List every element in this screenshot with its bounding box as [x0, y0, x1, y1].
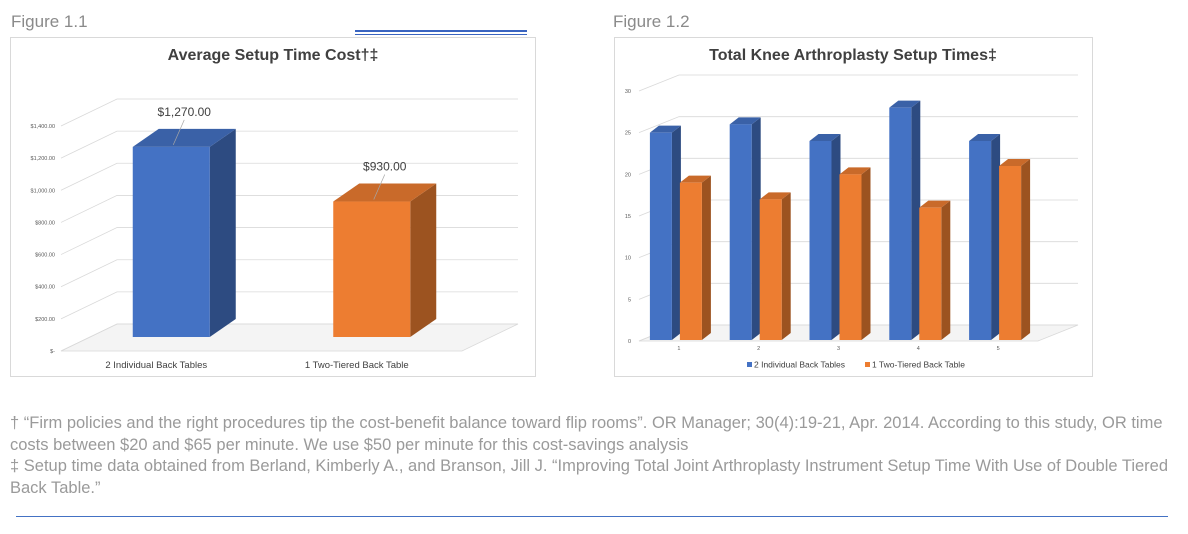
footnotes: † “Firm policies and the right procedure… [10, 413, 1170, 499]
chart-average-setup-time-cost: Average Setup Time Cost†‡ $- $200.00 $400.… [10, 37, 536, 377]
chart-1-y-tick-label: $200.00 [35, 317, 55, 323]
figure-1-label: Figure 1.1 [11, 12, 88, 31]
chart-2-x-tick-label: 5 [997, 346, 1000, 352]
chart-1-y-tick-label: $600.00 [35, 253, 55, 259]
chart-1-svg: Average Setup Time Cost†‡ $- $200.00 $400.… [31, 47, 519, 371]
chart-1-data-label: $930.00 [363, 160, 407, 174]
chart-2-legend-swatch [747, 362, 752, 367]
chart-1-x-tick-label: 1 Two-Tiered Back Table [305, 360, 409, 371]
chart-2-y-tick-label: 15 [625, 214, 631, 220]
chart-2-y-tick-label: 10 [625, 256, 631, 262]
footnote-dagger: † “Firm policies and the right procedure… [10, 414, 1163, 454]
chart-2-svg: Total Knee Arthroplasty Setup Times‡ 0 5 1… [625, 47, 1079, 370]
chart-2-bar [919, 200, 951, 340]
chart-2-bar [679, 175, 711, 340]
chart-2-x-tick-label: 2 [757, 346, 760, 352]
chart-1-gridline [60, 162, 518, 191]
figure-2-label: Figure 1.2 [613, 12, 690, 31]
chart-1-gridline [60, 98, 518, 127]
chart-1-gridline [60, 195, 518, 223]
chart-2-legend-label: 2 Individual Back Tables [754, 360, 845, 370]
footnote-double-dagger: ‡ Setup time data obtained from Berland,… [10, 457, 1169, 497]
chart-1-floor [60, 323, 519, 352]
chart-2-title: Total Knee Arthroplasty Setup Times‡ [709, 47, 997, 64]
chart-1-bar [132, 128, 236, 337]
chart-2-bar [809, 134, 841, 340]
chart-2-gridline [638, 74, 1078, 92]
chart-1-label-leader [373, 174, 386, 200]
chart-2-bar [969, 134, 1001, 340]
chart-tka-setup-times: Total Knee Arthroplasty Setup Times‡ 0 5 1… [614, 37, 1093, 377]
chart-1-y-tick-label: $400.00 [35, 285, 55, 291]
chart-2-x-tick-label: 3 [837, 346, 840, 352]
chart-2-legend: 2 Individual Back Tables 1 Two-Tiered Bac… [747, 360, 965, 370]
chart-2-legend-label: 1 Two-Tiered Back Table [872, 360, 965, 370]
chart-1-title: Average Setup Time Cost†‡ [168, 47, 379, 64]
chart-2-y-tick-label: 25 [625, 131, 631, 137]
decorative-double-line [355, 30, 527, 32]
chart-2-x-tick-label: 1 [677, 346, 680, 352]
chart-1-gridline [60, 259, 518, 288]
chart-2-gridline [638, 116, 1078, 134]
chart-1-label-leader [172, 119, 185, 146]
chart-2-y-tick-label: 30 [625, 89, 631, 95]
chart-1-y-tick-label: $800.00 [35, 220, 55, 226]
chart-2-bar [999, 159, 1031, 340]
chart-2-bar [649, 125, 681, 341]
chart-1-gridline [60, 291, 518, 320]
chart-2-bar [889, 100, 921, 341]
chart-1-y-tick-label: $1,000.00 [31, 188, 55, 194]
chart-1-y-tick-label: $1,400.00 [31, 124, 55, 130]
decorative-double-line-2 [355, 34, 527, 35]
chart-1-y-tick-label: $- [50, 349, 55, 355]
chart-2-x-tick-label: 4 [917, 346, 920, 352]
chart-2-y-tick-label: 5 [628, 297, 631, 303]
chart-2-bar [839, 167, 871, 340]
chart-1-y-tick-label: $1,200.00 [31, 156, 55, 162]
chart-2-y-tick-label: 0 [628, 339, 631, 345]
chart-1-gridline [60, 227, 518, 255]
bottom-rule [16, 516, 1168, 517]
chart-2-y-tick-label: 20 [625, 172, 631, 178]
chart-1-bar [333, 183, 437, 337]
chart-2-legend-swatch [865, 362, 870, 367]
chart-2-bar [759, 192, 791, 340]
chart-1-x-tick-label: 2 Individual Back Tables [105, 360, 207, 371]
chart-1-gridline [60, 130, 518, 159]
chart-2-bar [729, 117, 761, 340]
chart-1-data-label: $1,270.00 [158, 105, 212, 119]
